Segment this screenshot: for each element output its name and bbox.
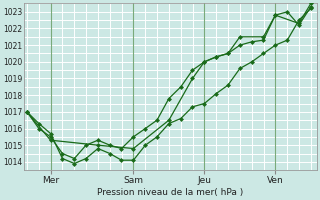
X-axis label: Pression niveau de la mer( hPa ): Pression niveau de la mer( hPa ) <box>97 188 244 197</box>
